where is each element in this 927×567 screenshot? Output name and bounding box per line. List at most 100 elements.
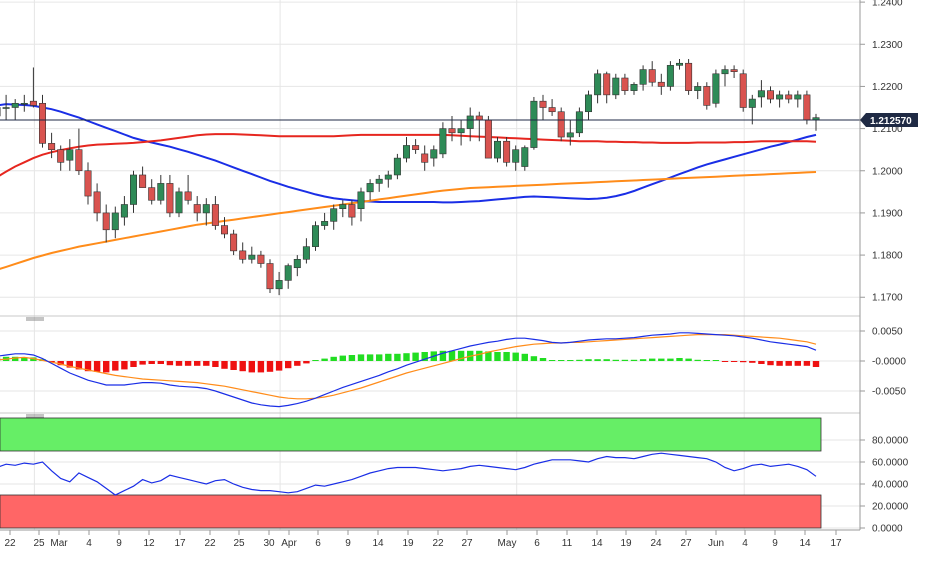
x-tick-label: 19 (620, 538, 632, 549)
candle (175, 187, 183, 218)
macd-histogram-bar (166, 361, 174, 366)
candle (521, 145, 529, 171)
x-tick-label: 22 (432, 538, 444, 549)
candle (421, 145, 429, 171)
candle (120, 196, 128, 226)
x-tick-label: 4 (742, 538, 748, 549)
macd-histogram-bar (530, 356, 538, 361)
pane-resize-handle-macd[interactable] (26, 317, 44, 321)
candle (493, 137, 501, 163)
macd-histogram-bar (448, 350, 456, 361)
candle-body (384, 174, 392, 180)
candle-body (321, 221, 329, 226)
candle (284, 263, 292, 289)
x-tick-label: 4 (86, 538, 92, 549)
macd-signal-line (0, 334, 817, 400)
price-tick-label: 1.2400 (872, 0, 903, 9)
macd-histogram-bar (548, 360, 556, 361)
candle (703, 82, 711, 110)
candle-body (357, 191, 365, 210)
candle-body (102, 212, 110, 231)
candle (439, 122, 447, 159)
candle (184, 174, 192, 205)
candle (75, 128, 83, 175)
macd-histogram-bar (330, 356, 337, 361)
candle (102, 204, 110, 243)
price-tick-label: 1.1800 (872, 251, 903, 262)
x-tick-label: 17 (174, 538, 186, 549)
price-tick-label: 1.2200 (872, 82, 903, 93)
candle-body (202, 204, 210, 214)
candle (202, 198, 210, 226)
macd-histogram-bar (212, 361, 219, 367)
macd-histogram-bar (394, 353, 401, 361)
macd-histogram-bar (630, 359, 638, 361)
macd-histogram-bar (21, 357, 28, 361)
candle-body (193, 204, 201, 214)
rsi-line (0, 452, 817, 496)
candle (412, 139, 420, 154)
rsi-tick-label: 60.0000 (872, 458, 909, 469)
candle-body (139, 174, 147, 188)
candle (566, 120, 574, 146)
candle (57, 145, 65, 171)
macd-histogram-bar (603, 359, 610, 361)
macd-tick-label: -0.0050 (872, 387, 906, 398)
candle-body (630, 84, 638, 91)
macd-histogram-bar (749, 361, 756, 363)
pane-resize-handle-rsi[interactable] (26, 414, 44, 418)
candle-body (275, 280, 283, 290)
macd-tick-label: -0.0000 (872, 357, 906, 368)
x-tick-label: 25 (233, 538, 245, 549)
last-price-label: 1.212570 (860, 113, 918, 127)
candle-body (430, 149, 438, 159)
macd-histogram-bar (312, 360, 319, 361)
candle (148, 179, 156, 205)
macd-histogram-bar (694, 359, 701, 361)
candle (612, 73, 620, 100)
candle (302, 238, 310, 264)
candle-body (130, 174, 138, 205)
candle (311, 221, 319, 251)
candle-body (266, 263, 274, 290)
macd-histogram-bar (521, 353, 528, 361)
price-tick-label: 1.2300 (872, 40, 903, 51)
macd-histogram (0, 350, 820, 373)
candle-body (366, 183, 374, 193)
x-tick-label: 14 (591, 538, 603, 549)
candle (657, 73, 665, 95)
candle (776, 90, 784, 108)
candle-body (457, 128, 465, 134)
candle-body (803, 94, 811, 121)
macd-histogram-bar (494, 352, 501, 361)
candle (539, 94, 547, 121)
macd-tick-label: 0.0050 (872, 327, 903, 338)
candle-body (311, 225, 319, 247)
macd-histogram-bar (348, 355, 356, 361)
candle-body (675, 62, 683, 66)
macd-histogram-bar (294, 361, 301, 366)
candle (230, 229, 238, 256)
candle-body (57, 149, 65, 163)
x-tick-label: 24 (650, 538, 662, 549)
candle-body (120, 204, 128, 218)
candle (66, 139, 74, 171)
macd-histogram-bar (376, 354, 383, 361)
candle-body (221, 225, 229, 235)
x-tick-label: 14 (799, 538, 811, 549)
macd-histogram-bar (412, 352, 419, 361)
x-tick-label: 27 (461, 538, 473, 549)
candle-body (421, 153, 429, 163)
candle-body (703, 86, 711, 106)
macd-histogram-bar (758, 361, 765, 364)
candle-body (111, 212, 119, 231)
candle-body (48, 143, 56, 150)
candle (339, 200, 347, 218)
candle-body (257, 254, 265, 264)
macd-histogram-bar (112, 361, 119, 371)
macd-histogram-bar (403, 353, 410, 361)
candle-body (612, 77, 620, 96)
macd-histogram-bar (230, 361, 237, 370)
macd-histogram-bar (121, 361, 128, 370)
macd-histogram-bar (139, 361, 146, 365)
